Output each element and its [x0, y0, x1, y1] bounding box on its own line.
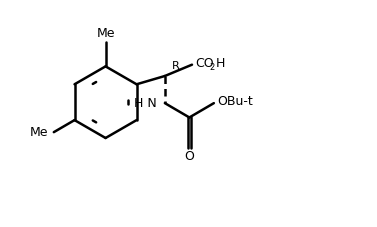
Text: CO: CO	[195, 57, 214, 70]
Text: H: H	[215, 57, 225, 70]
Text: O: O	[184, 150, 194, 163]
Text: 2: 2	[209, 63, 215, 72]
Text: R: R	[172, 61, 179, 71]
Text: Me: Me	[96, 27, 115, 40]
Text: Me: Me	[30, 126, 49, 139]
Text: H N: H N	[134, 97, 156, 110]
Text: OBu-t: OBu-t	[217, 95, 253, 108]
